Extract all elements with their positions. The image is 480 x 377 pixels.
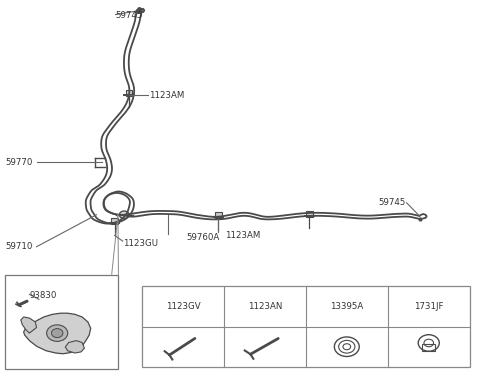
Text: 1123GU: 1123GU	[123, 239, 158, 248]
Bar	[5, 275, 118, 369]
Text: 59745: 59745	[116, 11, 143, 20]
Text: 1123AN: 1123AN	[248, 302, 282, 311]
Text: 1123AM: 1123AM	[149, 91, 184, 100]
Bar	[422, 345, 435, 351]
Text: 59710: 59710	[5, 242, 33, 251]
Text: 93830: 93830	[29, 291, 57, 300]
Text: 59770: 59770	[5, 158, 33, 167]
Circle shape	[51, 329, 63, 338]
Polygon shape	[24, 313, 91, 354]
Bar	[142, 286, 470, 367]
Bar	[111, 218, 118, 224]
Bar	[215, 212, 222, 218]
Text: 59760A: 59760A	[186, 233, 220, 242]
Bar	[126, 90, 132, 97]
Text: 59745: 59745	[379, 198, 406, 207]
Text: 1123AM: 1123AM	[225, 231, 260, 240]
Polygon shape	[65, 341, 84, 353]
Text: 1123GV: 1123GV	[166, 302, 200, 311]
Circle shape	[47, 325, 68, 342]
Polygon shape	[21, 317, 36, 333]
Text: 1731JF: 1731JF	[414, 302, 444, 311]
Circle shape	[120, 211, 129, 219]
Text: 13395A: 13395A	[330, 302, 363, 311]
Bar	[306, 211, 313, 217]
